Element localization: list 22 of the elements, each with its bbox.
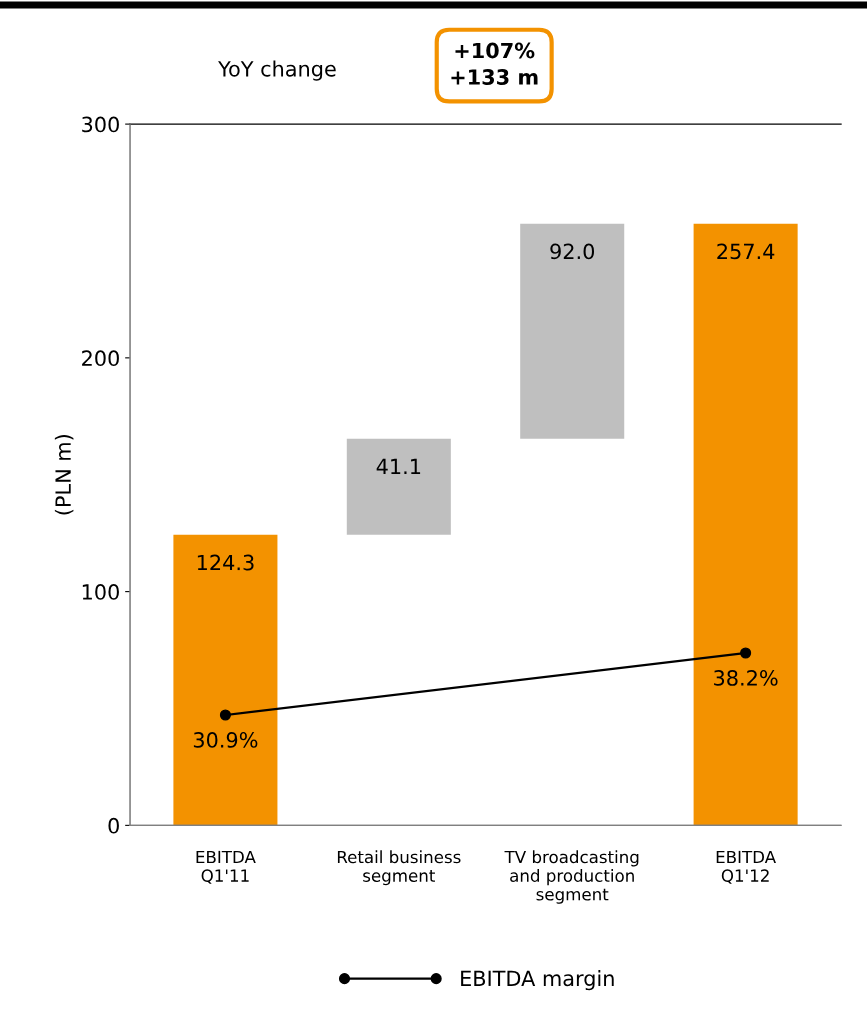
- y-tick-label: 300: [82, 116, 119, 133]
- x-tick-label: EBITDA Q1'12: [716, 850, 776, 884]
- data-label: 92.0: [550, 243, 595, 260]
- data-label: 124.3: [197, 554, 254, 571]
- text: +107% +133 m: [451, 42, 538, 85]
- x-tick-label: TV broadcasting and production segment: [504, 850, 639, 904]
- text: YoY change: [218, 60, 336, 81]
- data-label: 41.1: [376, 458, 421, 475]
- data-label: 257.4: [717, 243, 775, 260]
- y-tick-label: 100: [82, 584, 119, 600]
- y-tick-label: 200: [82, 350, 119, 367]
- y-axis-title: (PLN m): [54, 435, 74, 515]
- legend-label: EBITDA margin: [461, 970, 614, 991]
- x-tick-label: Retail business segment: [337, 850, 461, 886]
- bar: [520, 223, 625, 439]
- data-label: 30.9%: [193, 732, 258, 748]
- bar: [173, 534, 278, 826]
- bar: [346, 438, 451, 535]
- y-tick-label: 0: [108, 817, 119, 834]
- bar: [693, 223, 798, 826]
- data-label: 38.2%: [714, 670, 778, 686]
- x-tick-label: EBITDA Q1'11: [196, 850, 256, 884]
